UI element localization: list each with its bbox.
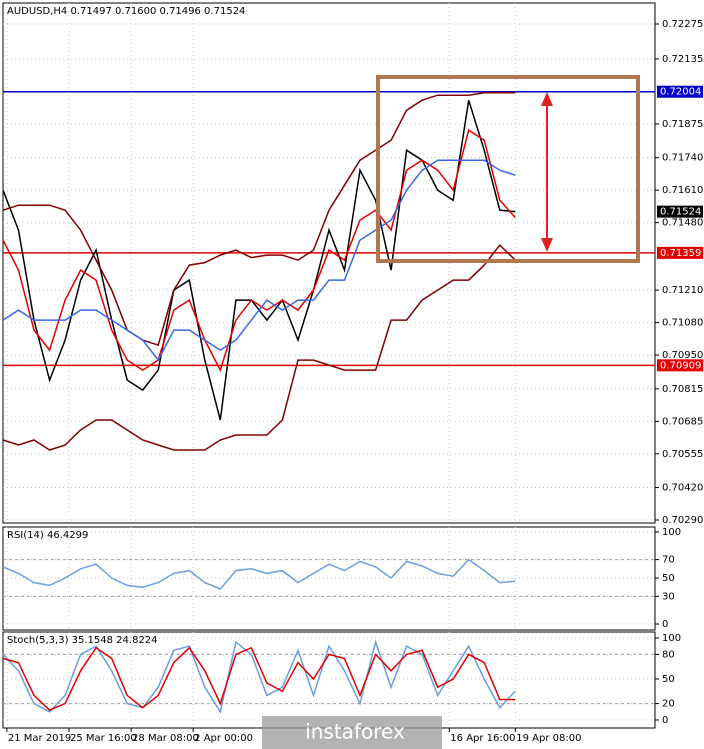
y-tick-label: 0 [662,715,668,726]
y-tick-label: 0.71875 [662,119,703,130]
x-tick-label: 25 Mar 16:00 [70,733,137,744]
y-tick-label: 0.70815 [662,384,703,395]
y-tick-label: 0.71740 [662,153,703,164]
range-box [376,75,640,263]
arrow-head [541,92,553,106]
series-line [2,646,516,711]
level-label-box [657,85,703,98]
last-price-box [657,205,703,218]
pane-title: Stoch(5,3,3) 35.1548 24.8224 [7,635,158,646]
y-tick-label: 0.70290 [662,515,703,526]
y-tick-label: 0.70555 [662,449,703,460]
level-label: 0.70909 [660,360,701,371]
series-line [2,243,516,451]
y-tick-label: 70 [662,555,675,566]
y-tick-label: 0.72275 [662,19,703,30]
series-line [2,159,516,362]
x-tick-label: 28 Mar 08:00 [132,733,199,744]
last-price-label: 0.71524 [660,207,701,218]
y-tick-label: 0.70685 [662,416,703,427]
x-tick-label: 16 Apr 16:00 [450,733,515,744]
y-tick-label: 50 [662,674,675,685]
x-tick-label: 2 Apr 00:00 [194,733,253,744]
pane-title: AUDUSD,H4 0.71497 0.71600 0.71496 0.7152… [7,6,245,17]
level-label: 0.71359 [660,248,701,259]
y-tick-label: 0.71080 [662,318,703,329]
pane-frame [2,2,656,524]
y-tick-label: 100 [662,527,681,538]
series-line [2,558,516,590]
range-arrow [541,92,553,252]
arrow-head [541,238,553,252]
y-tick-label: 0.71210 [662,285,703,296]
y-tick-label: 0.71610 [662,185,703,196]
watermark-box [262,716,442,749]
watermark: instaforex [305,720,405,744]
pane-frame [2,526,656,631]
x-tick-label: 19 Apr 08:00 [516,733,581,744]
y-tick-label: 0.72135 [662,54,703,65]
y-tick-label: 20 [662,699,675,710]
series-line [2,91,516,347]
y-tick-label: 0 [662,619,668,630]
y-tick-label: 80 [662,649,675,660]
y-tick-label: 100 [662,633,681,644]
y-tick-label: 50 [662,573,675,584]
y-tick-label: 0.70420 [662,483,703,494]
y-tick-label: 0.70950 [662,350,703,361]
y-tick-label: 0.71480 [662,218,703,229]
series-line [2,639,516,714]
x-tick-label: 21 Mar 2019 [8,733,71,744]
level-label: 0.72004 [660,87,701,98]
level-label-box [657,246,703,259]
level-label-box [657,359,703,372]
y-tick-label: 30 [662,591,675,602]
pane-title: RSI(14) 46.4299 [7,530,88,541]
